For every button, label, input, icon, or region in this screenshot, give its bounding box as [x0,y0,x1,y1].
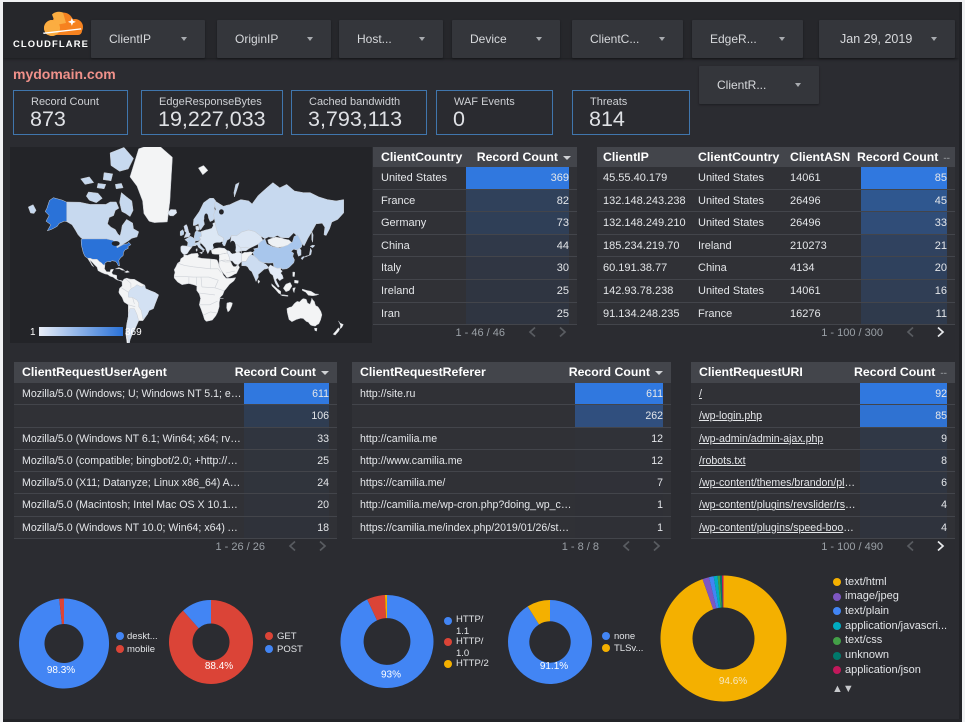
svg-text:94.6%: 94.6% [719,676,747,687]
svg-text:88.4%: 88.4% [205,661,233,672]
svg-text:369: 369 [125,327,142,338]
svg-text:93%: 93% [381,670,401,681]
svg-text:1: 1 [30,327,36,338]
svg-text:CLOUDFLARE: CLOUDFLARE [13,38,89,49]
svg-text:91.1%: 91.1% [540,661,568,672]
svg-text:98.3%: 98.3% [47,665,75,676]
